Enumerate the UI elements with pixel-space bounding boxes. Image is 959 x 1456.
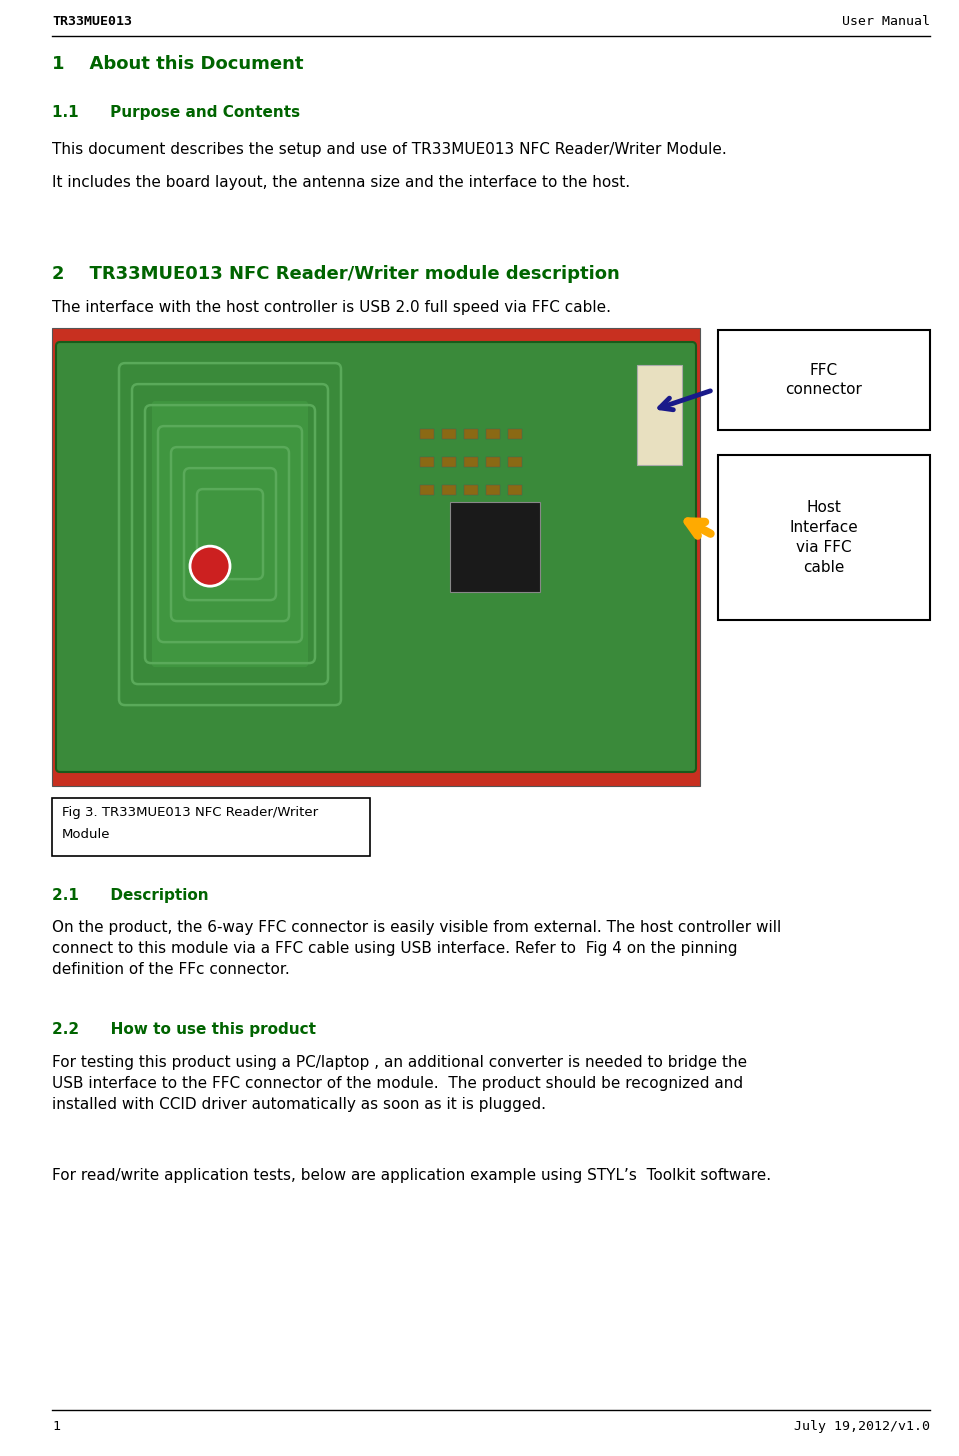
Text: FFC
connector: FFC connector xyxy=(785,363,862,397)
Bar xyxy=(52,798,370,856)
Circle shape xyxy=(190,546,230,587)
Text: 2    TR33MUE013 NFC Reader/Writer module description: 2 TR33MUE013 NFC Reader/Writer module de… xyxy=(52,265,620,282)
Text: Host
Interface
via FFC
cable: Host Interface via FFC cable xyxy=(789,501,858,575)
Text: 2.2      How to use this product: 2.2 How to use this product xyxy=(52,1022,316,1037)
Text: For read/write application tests, below are application example using STYL’s  To: For read/write application tests, below … xyxy=(52,1168,771,1182)
Text: The interface with the host controller is USB 2.0 full speed via FFC cable.: The interface with the host controller i… xyxy=(52,300,611,314)
Text: On the product, the 6-way FFC connector is easily visible from external. The hos: On the product, the 6-way FFC connector … xyxy=(52,920,782,977)
Bar xyxy=(464,428,478,438)
Bar xyxy=(420,485,434,495)
Bar xyxy=(52,328,700,786)
Text: 1.1      Purpose and Contents: 1.1 Purpose and Contents xyxy=(52,105,300,119)
Bar xyxy=(718,331,930,430)
Text: It includes the board layout, the antenna size and the interface to the host.: It includes the board layout, the antenn… xyxy=(52,175,630,189)
Bar xyxy=(486,428,500,438)
Bar xyxy=(464,457,478,467)
Text: This document describes the setup and use of TR33MUE013 NFC Reader/Writer Module: This document describes the setup and us… xyxy=(52,143,727,157)
Bar xyxy=(450,502,540,593)
Text: User Manual: User Manual xyxy=(842,15,930,28)
Bar xyxy=(442,428,456,438)
Text: 1    About this Document: 1 About this Document xyxy=(52,55,303,73)
FancyBboxPatch shape xyxy=(152,400,308,667)
Text: 1: 1 xyxy=(52,1420,60,1433)
Bar xyxy=(508,428,522,438)
Bar xyxy=(637,364,682,466)
Bar xyxy=(718,454,930,620)
Bar xyxy=(442,457,456,467)
Bar xyxy=(420,428,434,438)
Bar xyxy=(486,485,500,495)
Bar xyxy=(464,485,478,495)
Bar xyxy=(508,457,522,467)
Text: Fig 3. TR33MUE013 NFC Reader/Writer: Fig 3. TR33MUE013 NFC Reader/Writer xyxy=(62,807,318,818)
Text: July 19,2012/v1.0: July 19,2012/v1.0 xyxy=(794,1420,930,1433)
Text: Module: Module xyxy=(62,828,110,842)
Bar xyxy=(508,485,522,495)
Bar xyxy=(486,457,500,467)
Text: TR33MUE013: TR33MUE013 xyxy=(52,15,132,28)
FancyBboxPatch shape xyxy=(56,342,696,772)
Bar xyxy=(442,485,456,495)
Text: 2.1      Description: 2.1 Description xyxy=(52,888,209,903)
Text: For testing this product using a PC/laptop , an additional converter is needed t: For testing this product using a PC/lapt… xyxy=(52,1056,747,1112)
Bar xyxy=(420,457,434,467)
